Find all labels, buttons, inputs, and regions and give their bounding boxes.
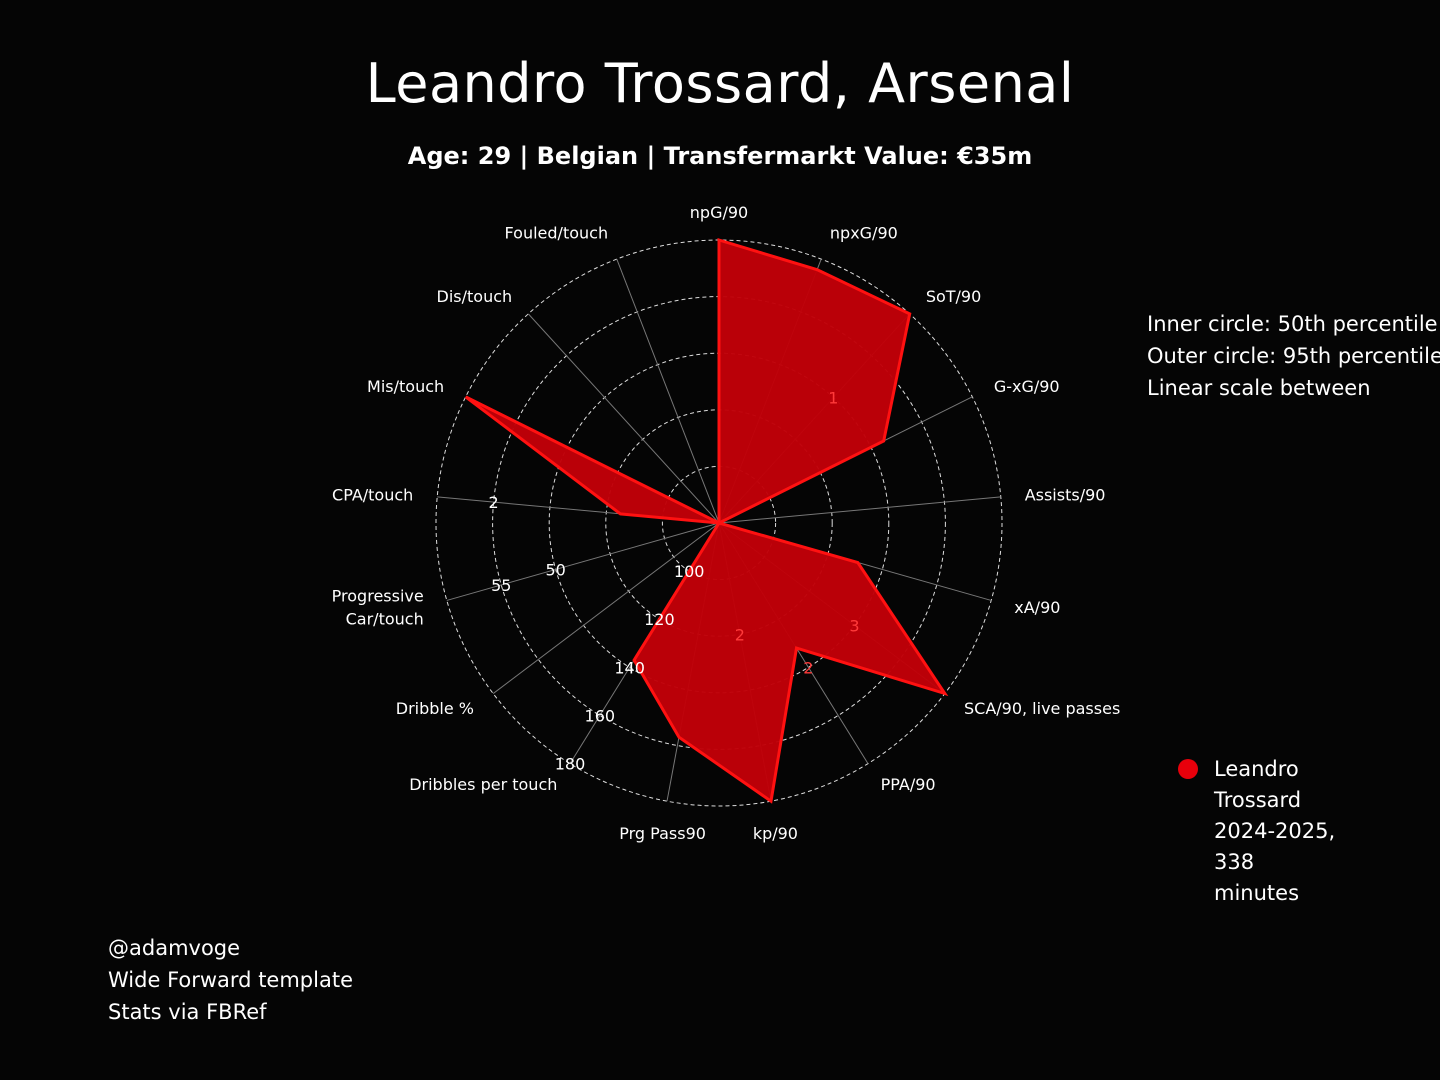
axis-label: kp/90 <box>753 824 798 843</box>
tick-label: 100 <box>674 562 705 581</box>
legend-label: Leandro Trossard 2024-2025, 338 minutes <box>1214 757 1336 905</box>
axis-label: Progressive Car/touch <box>332 587 424 629</box>
tick-label: 160 <box>585 706 616 725</box>
credits: @adamvoge Wide Forward template Stats vi… <box>108 932 353 1028</box>
tick-label: 55 <box>491 576 511 595</box>
axis-label: Assists/90 <box>1025 486 1106 505</box>
axis-label: SoT/90 <box>926 287 981 306</box>
tick-label: 3 <box>849 616 859 635</box>
axis-label: CPA/touch <box>332 486 413 505</box>
axis-spoke <box>718 496 1001 524</box>
scale-note-line: Outer circle: 95th percentile <box>1147 344 1440 368</box>
axis-label: npxG/90 <box>830 224 898 243</box>
legend-marker <box>1178 759 1198 779</box>
credit-line: Wide Forward template <box>108 968 353 992</box>
axis-spoke <box>527 313 720 524</box>
tick-label: 1 <box>828 389 838 408</box>
tick-label: 2 <box>735 625 745 644</box>
axis-label: Fouled/touch <box>505 224 609 243</box>
data-area <box>464 237 949 804</box>
tick-label: 120 <box>644 610 675 629</box>
scale-note-line: Inner circle: 50th percentile <box>1147 312 1438 336</box>
axis-label: SCA/90, live passes <box>964 699 1120 718</box>
axis-label: PPA/90 <box>881 775 936 794</box>
tick-label: 180 <box>555 755 586 774</box>
tick-label: 2 <box>488 493 498 512</box>
axis-spoke <box>492 522 720 694</box>
axis-label: Mis/touch <box>367 377 444 396</box>
axis-label: Dis/touch <box>437 287 513 306</box>
axis-label: Dribbles per touch <box>409 775 557 794</box>
credit-line: @adamvoge <box>108 936 241 960</box>
chart-subtitle: Age: 29 | Belgian | Transfermarkt Value:… <box>407 142 1033 170</box>
tick-label: 50 <box>546 560 566 579</box>
axis-label: Prg Pass90 <box>619 824 706 843</box>
credit-line: Stats via FBRef <box>108 1000 267 1024</box>
axis-spoke <box>446 522 720 601</box>
axis-label: npG/90 <box>690 203 748 222</box>
tick-label: 140 <box>614 658 645 677</box>
axis-label: Dribble % <box>396 699 474 718</box>
axis-label: G-xG/90 <box>994 377 1060 396</box>
scale-note: Inner circle: 50th percentile Outer circ… <box>1147 308 1440 404</box>
axis-spoke <box>616 258 720 524</box>
chart-title: Leandro Trossard, Arsenal <box>365 52 1075 115</box>
scale-note-line: Linear scale between <box>1147 376 1371 400</box>
tick-label: 2 <box>803 658 813 677</box>
axis-label: xA/90 <box>1014 598 1060 617</box>
